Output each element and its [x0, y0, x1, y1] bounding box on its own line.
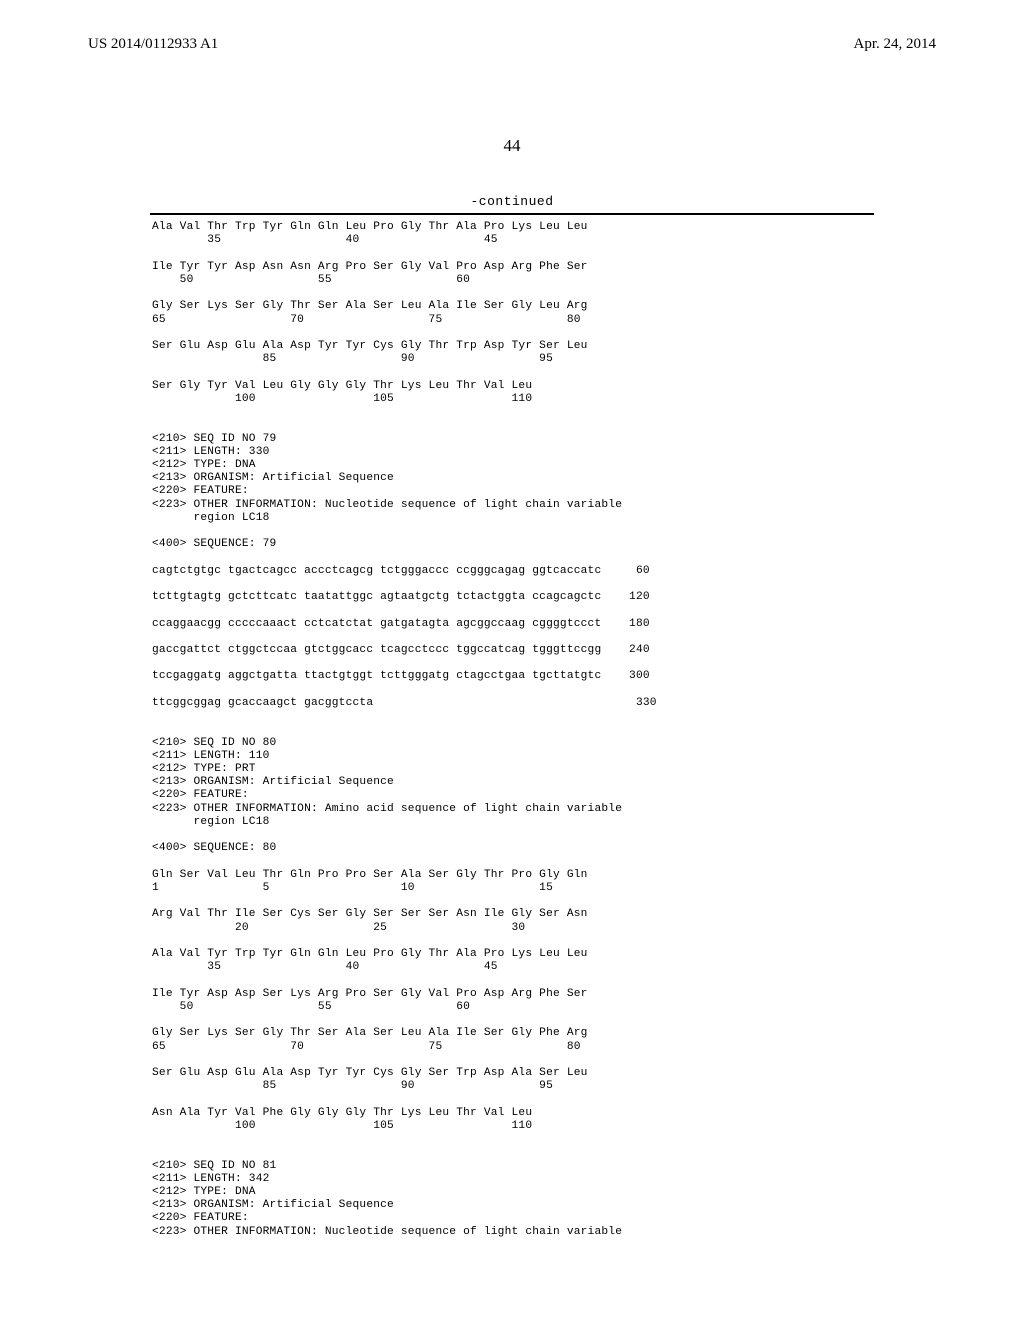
- continued-wrap: -continued: [150, 194, 874, 211]
- continued-label: -continued: [150, 194, 874, 211]
- section-rule: [150, 213, 874, 215]
- publication-date: Apr. 24, 2014: [854, 36, 937, 53]
- publication-number: US 2014/0112933 A1: [88, 36, 218, 53]
- page-number: 44: [0, 136, 1024, 156]
- sequence-listing: Ala Val Thr Trp Tyr Gln Gln Leu Pro Gly …: [152, 221, 1024, 1239]
- page-header: US 2014/0112933 A1 Apr. 24, 2014: [0, 0, 1024, 96]
